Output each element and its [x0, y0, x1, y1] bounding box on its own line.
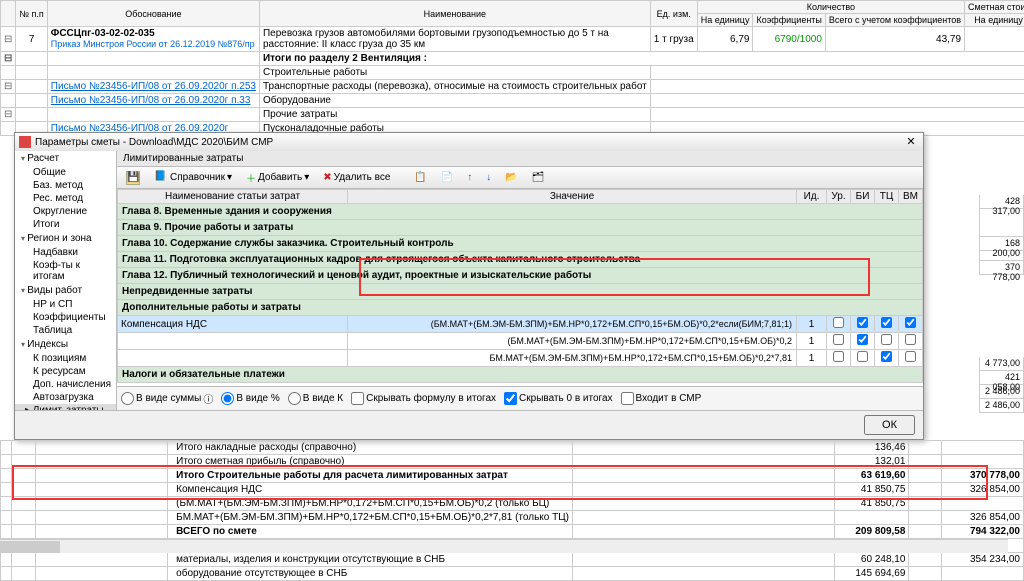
table-row[interactable]: оборудование отсутствующее в СНБ145 694,…: [1, 567, 1024, 581]
grid-row[interactable]: БМ.МАТ+(БМ.ЭМ-БМ.ЗПМ)+БМ.НР*0,172+БМ.СП*…: [118, 350, 923, 367]
row-7[interactable]: ⊟ 7 ФССЦпг-03-02-02-035Приказ Минстроя Р…: [1, 27, 1024, 52]
bi-check[interactable]: [857, 317, 868, 328]
col-basis: Обоснование: [47, 1, 259, 27]
dialog-footer: В виде суммы ⓘ В виде % В виде К Скрыват…: [117, 386, 923, 410]
lvl-check[interactable]: [833, 317, 844, 328]
tree-item[interactable]: Общие: [15, 166, 116, 179]
tree-item[interactable]: Коэффициенты: [15, 311, 116, 324]
titlebar[interactable]: Параметры сметы - Download\МДС 2020\БИМ …: [15, 133, 923, 151]
chk-hidezero[interactable]: Скрывать 0 в итогах: [504, 392, 613, 405]
chk-smr[interactable]: Входит в СМР: [621, 392, 702, 405]
limit-grid[interactable]: Наименование статьи затрат Значение Ид. …: [117, 189, 923, 386]
h-scrollbar[interactable]: [0, 539, 1008, 553]
tree-item[interactable]: Баз. метод: [15, 179, 116, 192]
opt-pct[interactable]: В виде %: [221, 392, 279, 405]
table-row[interactable]: БМ.МАТ+(БМ.ЭМ-БМ.ЗПМ)+БМ.НР*0,172+БМ.СП*…: [1, 511, 1024, 525]
nav-tree[interactable]: Расчет Общие Баз. метод Рес. метод Округ…: [15, 151, 117, 410]
col-cost: Сметная стоимость в базисном/текущем уро…: [965, 1, 1024, 14]
table-row[interactable]: Итого сметная прибыль (справочно)132,01: [1, 455, 1024, 469]
paste-icon[interactable]: 📄: [436, 170, 458, 185]
table-row[interactable]: ВСЕГО по смете209 809,58794 322,00: [1, 525, 1024, 539]
estimate-params-dialog: Параметры сметы - Download\МДС 2020\БИМ …: [14, 132, 924, 440]
expand-icon[interactable]: ⊟: [1, 52, 16, 66]
tree-item[interactable]: К позициям: [15, 352, 116, 365]
tree-item[interactable]: Коэф-ты к итогам: [15, 259, 116, 283]
scrollbar-thumb[interactable]: [0, 541, 60, 553]
tree-item[interactable]: Надбавки: [15, 246, 116, 259]
tree-item[interactable]: Таблица: [15, 324, 116, 337]
help-button[interactable]: 📘Справочник ▾: [149, 169, 237, 187]
tree-group-region[interactable]: Регион и зона: [15, 231, 116, 246]
close-icon[interactable]: ✕: [903, 135, 919, 149]
table-row[interactable]: материалы, изделия и конструкции отсутст…: [1, 553, 1024, 567]
open-icon[interactable]: 📂: [500, 170, 522, 185]
save-icon[interactable]: 💾: [121, 169, 145, 187]
grid-row[interactable]: (БМ.МАТ+(БМ.ЭМ-БМ.ЗПМ)+БМ.НР*0,172+БМ.СП…: [118, 333, 923, 350]
add-button[interactable]: ＋Добавить ▾: [241, 168, 314, 187]
folder-icon[interactable]: 🗂: [527, 170, 550, 185]
tree-item[interactable]: НР и СП: [15, 298, 116, 311]
app-icon: [19, 136, 31, 148]
tree-item[interactable]: Доп. начисления: [15, 378, 116, 391]
opt-sum[interactable]: В виде суммы ⓘ: [121, 391, 213, 406]
tree-group-calc[interactable]: Расчет: [15, 151, 116, 166]
main-table: № п.п Обоснование Наименование Ед. изм. …: [0, 0, 1024, 136]
expand-icon[interactable]: ⊟: [1, 27, 16, 52]
tree-item[interactable]: К ресурсам: [15, 365, 116, 378]
col-name: Наименование: [259, 1, 650, 27]
table-row[interactable]: Компенсация НДС41 850,75326 854,00: [1, 483, 1024, 497]
tab-limit[interactable]: Лимитированные затраты: [117, 151, 923, 167]
grid-row[interactable]: Компенсация НДС (БМ.МАТ+(БМ.ЭМ-БМ.ЗПМ)+Б…: [118, 316, 923, 333]
tree-group-index[interactable]: Индексы: [15, 337, 116, 352]
right-totals-strip: 428 317,00 168 200,00 370 778,00 4 773,0…: [979, 195, 1024, 413]
col-num: № п.п: [16, 1, 47, 27]
vm-check[interactable]: [905, 317, 916, 328]
opt-k[interactable]: В виде К: [288, 392, 343, 405]
copy-icon[interactable]: 📋: [409, 170, 431, 185]
up-icon[interactable]: ↑: [462, 170, 477, 185]
col-qty: Количество: [697, 1, 964, 14]
chk-hideformula[interactable]: Скрывать формулу в итогах: [351, 392, 496, 405]
tc-check[interactable]: [881, 317, 892, 328]
col-unit: Ед. изм.: [650, 1, 697, 27]
spreadsheet: № п.п Обоснование Наименование Ед. изм. …: [0, 0, 1024, 136]
table-row[interactable]: Итого накладные расходы (справочно)136,4…: [1, 441, 1024, 455]
tree-item[interactable]: Автозагрузка: [15, 391, 116, 404]
delete-all-button[interactable]: ✖Удалить все: [318, 170, 395, 185]
tree-item[interactable]: Итоги: [15, 218, 116, 231]
tree-group-works[interactable]: Виды работ: [15, 283, 116, 298]
ok-button[interactable]: ОК: [864, 415, 915, 435]
bottom-rows: Итого накладные расходы (справочно)136,4…: [0, 440, 1024, 581]
table-row[interactable]: Итого Строительные работы для расчета ли…: [1, 469, 1024, 483]
table-row[interactable]: (БМ.МАТ+(БМ.ЭМ-БМ.ЗПМ)+БМ.НР*0,172+БМ.СП…: [1, 497, 1024, 511]
tree-item[interactable]: Рес. метод: [15, 192, 116, 205]
dialog-title: Параметры сметы - Download\МДС 2020\БИМ …: [35, 137, 903, 148]
down-icon[interactable]: ↓: [481, 170, 496, 185]
toolbar: 💾 📘Справочник ▾ ＋Добавить ▾ ✖Удалить все…: [117, 167, 923, 189]
tree-item[interactable]: Округление: [15, 205, 116, 218]
